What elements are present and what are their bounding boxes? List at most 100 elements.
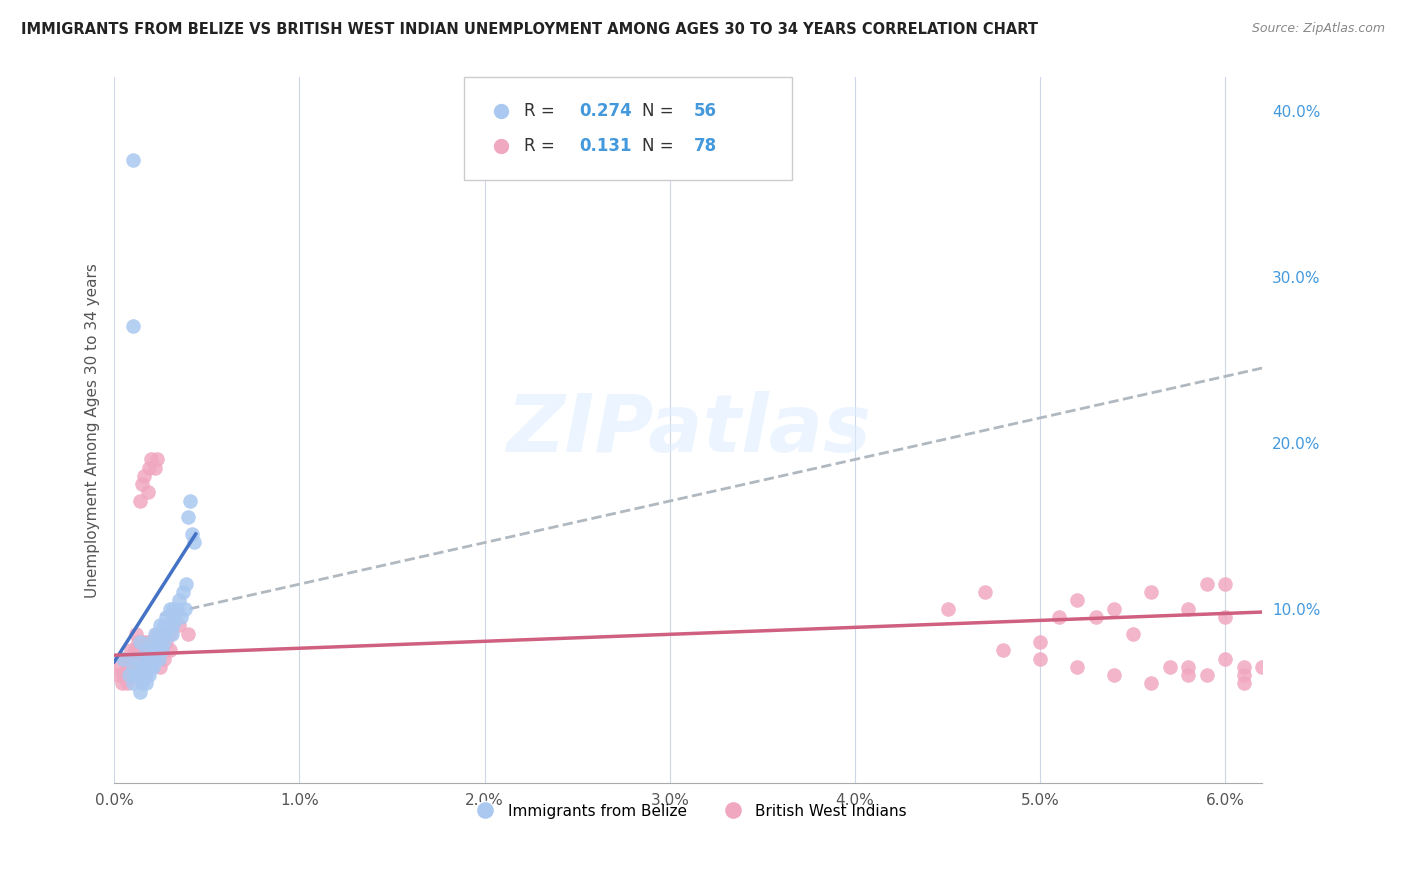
- Point: [150, 626, 173, 640]
- Point: [135, 643, 157, 657]
- Point: [125, 668, 148, 682]
- Point: [135, 643, 157, 657]
- Text: N =: N =: [643, 136, 679, 155]
- Point: [173, 601, 195, 615]
- Point: [132, 469, 155, 483]
- Point: [153, 635, 176, 649]
- Point: [1029, 651, 1052, 665]
- Point: [159, 618, 181, 632]
- Point: [127, 635, 149, 649]
- Point: [129, 684, 152, 698]
- Text: IMMIGRANTS FROM BELIZE VS BRITISH WEST INDIAN UNEMPLOYMENT AMONG AGES 30 TO 34 Y: IMMIGRANTS FROM BELIZE VS BRITISH WEST I…: [21, 22, 1038, 37]
- Point: [1066, 660, 1088, 674]
- Legend: Immigrants from Belize, British West Indians: Immigrants from Belize, British West Ind…: [464, 797, 914, 825]
- Point: [149, 643, 172, 657]
- Point: [129, 668, 152, 682]
- Point: [160, 610, 183, 624]
- Point: [177, 626, 200, 640]
- Point: [136, 651, 159, 665]
- Point: [159, 626, 181, 640]
- Point: [143, 626, 166, 640]
- Point: [146, 643, 169, 657]
- Point: [110, 676, 132, 690]
- Text: 0.131: 0.131: [579, 136, 631, 155]
- Point: [153, 651, 176, 665]
- Point: [132, 660, 155, 674]
- Point: [148, 626, 170, 640]
- Point: [114, 668, 136, 682]
- Point: [115, 676, 138, 690]
- Point: [1215, 610, 1237, 624]
- Point: [121, 668, 143, 682]
- Point: [1066, 593, 1088, 607]
- Point: [141, 660, 163, 674]
- Point: [159, 601, 181, 615]
- Point: [129, 651, 152, 665]
- Point: [135, 668, 157, 682]
- Point: [124, 660, 146, 674]
- Point: [125, 626, 148, 640]
- Point: [131, 477, 153, 491]
- Point: [1233, 676, 1256, 690]
- Text: R =: R =: [524, 136, 565, 155]
- Point: [136, 635, 159, 649]
- Point: [112, 651, 135, 665]
- Point: [160, 626, 183, 640]
- Point: [1084, 610, 1107, 624]
- Point: [141, 635, 163, 649]
- Point: [146, 635, 169, 649]
- Point: [1233, 668, 1256, 682]
- Point: [112, 651, 135, 665]
- Point: [146, 626, 169, 640]
- Point: [1140, 676, 1163, 690]
- Point: [131, 676, 153, 690]
- Point: [146, 452, 169, 467]
- Point: [1104, 601, 1126, 615]
- Text: ZIPatlas: ZIPatlas: [506, 392, 870, 469]
- Point: [118, 651, 141, 665]
- Point: [107, 668, 129, 682]
- Point: [118, 668, 141, 682]
- Point: [936, 601, 959, 615]
- Point: [1233, 660, 1256, 674]
- Point: [1177, 668, 1199, 682]
- Point: [149, 618, 172, 632]
- Point: [131, 643, 153, 657]
- Text: Source: ZipAtlas.com: Source: ZipAtlas.com: [1251, 22, 1385, 36]
- Point: [162, 601, 184, 615]
- Point: [118, 668, 141, 682]
- Point: [155, 635, 177, 649]
- Point: [124, 643, 146, 657]
- Y-axis label: Unemployment Among Ages 30 to 34 years: Unemployment Among Ages 30 to 34 years: [86, 263, 100, 598]
- Point: [132, 635, 155, 649]
- Point: [108, 660, 131, 674]
- Point: [125, 668, 148, 682]
- Point: [121, 319, 143, 334]
- Point: [120, 643, 142, 657]
- Point: [1029, 635, 1052, 649]
- Point: [162, 618, 184, 632]
- Point: [1177, 601, 1199, 615]
- Point: [176, 576, 198, 591]
- Point: [136, 485, 159, 500]
- Point: [148, 651, 170, 665]
- Point: [1122, 626, 1144, 640]
- Text: 78: 78: [695, 136, 717, 155]
- Point: [155, 610, 177, 624]
- Point: [1195, 576, 1218, 591]
- Point: [1215, 651, 1237, 665]
- Point: [1177, 660, 1199, 674]
- Point: [121, 676, 143, 690]
- Point: [148, 635, 170, 649]
- Point: [142, 643, 165, 657]
- Point: [179, 493, 201, 508]
- Point: [138, 643, 160, 657]
- Point: [1195, 668, 1218, 682]
- Point: [121, 660, 143, 674]
- Point: [141, 651, 163, 665]
- Point: [177, 510, 200, 524]
- Point: [125, 651, 148, 665]
- Point: [136, 660, 159, 674]
- Point: [129, 635, 152, 649]
- Point: [135, 676, 157, 690]
